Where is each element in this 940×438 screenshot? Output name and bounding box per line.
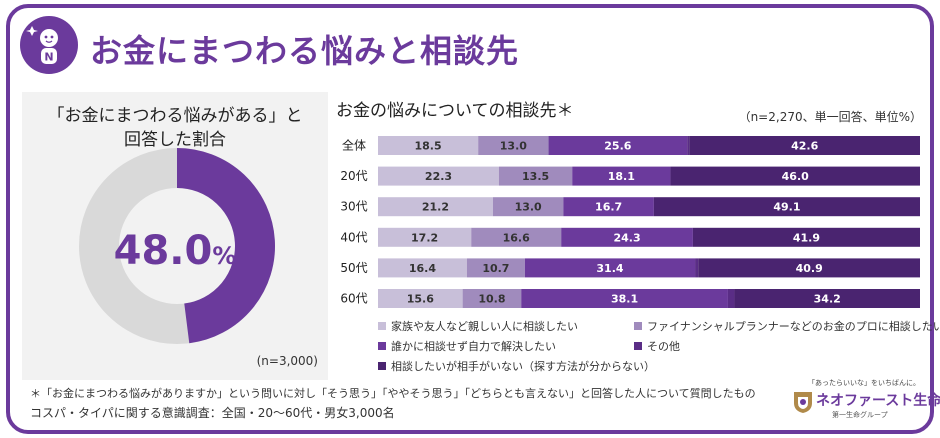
legend-item-family: 家族や友人など親しい人に相談したい xyxy=(378,318,578,334)
donut-slice-value xyxy=(176,148,275,344)
data-label: 18.5 xyxy=(415,140,442,153)
donut-value-number: 48.0 xyxy=(113,228,213,274)
data-label: 13.0 xyxy=(500,140,527,153)
bar-segment xyxy=(378,289,463,308)
data-label: 41.9 xyxy=(793,231,820,244)
bar-segment xyxy=(572,166,671,186)
legend-label: 相談したいが相手がいない（探す方法が分からない） xyxy=(391,360,655,373)
bar-segment xyxy=(653,197,920,217)
data-label: 34.2 xyxy=(814,293,841,306)
bar-segment xyxy=(695,258,699,278)
data-label: 40.9 xyxy=(796,262,823,275)
brand-tagline: 「あったらいいな」をいちばんに。 xyxy=(808,379,920,387)
legend-label: 家族や友人など親しい人に相談したい xyxy=(391,320,578,333)
mascot-icon: N xyxy=(26,26,58,64)
legend-label: 誰かに相談せず自力で解決したい xyxy=(391,340,556,353)
logo-letter: N xyxy=(44,51,53,64)
bar-segment xyxy=(670,166,920,186)
donut-chart xyxy=(79,148,275,344)
footnote: ＊「お金にまつわる悩みがありますか」という問いに対し「そう思う」「ややそう思う」… xyxy=(30,387,756,400)
donut-value-unit: % xyxy=(212,242,237,270)
bar-segment xyxy=(478,136,549,155)
bar-segment xyxy=(378,197,493,217)
legend-item-other: その他 xyxy=(634,338,680,354)
survey-source: コスパ・タイパに関する意識調査：全国・20～60代・男女3,000名 xyxy=(30,406,395,420)
category-label: 60代 xyxy=(340,292,367,306)
bar-segment xyxy=(698,258,920,278)
left-panel: 「お金にまつわる悩みがある」と 回答した割合 48.0% (n=3,000) xyxy=(22,92,328,380)
legend-label: その他 xyxy=(647,340,680,353)
bar-segment xyxy=(687,136,690,155)
bar-segment xyxy=(466,258,525,278)
bar-segment xyxy=(471,227,562,247)
bar-segment xyxy=(378,166,499,186)
bar-segment xyxy=(727,289,735,308)
data-label: 42.6 xyxy=(791,140,818,153)
bar-segment xyxy=(563,197,654,217)
logo-badge: N xyxy=(20,16,78,74)
legend-swatch xyxy=(378,342,386,350)
donut-value: 48.0% xyxy=(22,228,328,274)
legend-item-no-one: 相談したいが相手がいない（探す方法が分からない） xyxy=(378,358,655,374)
bar-segment xyxy=(462,289,522,308)
donut-title-line2: 回答した割合 xyxy=(124,130,226,150)
legend-label: ファイナンシャルプランナーなどのお金のプロに相談したい xyxy=(647,320,940,333)
category-label: 40代 xyxy=(340,230,367,244)
bar-chart-title: お金の悩みについての相談先＊ xyxy=(336,101,574,121)
brand-subtitle: 第一生命グループ xyxy=(832,411,888,419)
data-label: 16.6 xyxy=(503,231,530,244)
data-label: 22.3 xyxy=(425,170,452,183)
donut-title-line1: 「お金にまつわる悩みがある」と xyxy=(47,106,303,126)
bar-segment xyxy=(521,289,728,308)
bar-segment xyxy=(561,227,693,247)
data-label: 17.2 xyxy=(411,231,438,244)
legend-swatch xyxy=(378,322,386,330)
category-label: 50代 xyxy=(340,261,367,275)
stacked-bar-chart: 全体18.513.025.60.442.620代22.313.518.146.0… xyxy=(340,136,920,308)
data-label: 16.7 xyxy=(595,201,622,214)
donut-title: 「お金にまつわる悩みがある」と 回答した割合 xyxy=(22,104,328,152)
data-label: 13.5 xyxy=(522,170,549,183)
data-label: 24.3 xyxy=(613,231,640,244)
data-label: 25.6 xyxy=(604,140,631,153)
data-label: 15.6 xyxy=(407,293,434,306)
lion-crest-icon xyxy=(794,392,812,413)
brand-logo: 「あったらいいな」をいちばんに。 ネオファースト生命 第一生命グループ xyxy=(792,378,940,422)
bar-segment xyxy=(689,136,920,155)
legend-item-self: 誰かに相談せず自力で解決したい xyxy=(378,338,556,354)
data-label: 16.4 xyxy=(409,262,436,275)
bar-segment xyxy=(734,289,920,308)
brand-name: ネオファースト生命 xyxy=(816,393,940,409)
data-label: 31.4 xyxy=(596,262,623,275)
data-label: 49.1 xyxy=(773,201,800,214)
legend-swatch xyxy=(378,362,386,370)
data-label: 10.7 xyxy=(482,262,509,275)
bar-segment xyxy=(498,166,573,186)
bar-segment xyxy=(548,136,688,155)
page-title: お金にまつわる悩みと相談先 xyxy=(90,32,520,70)
category-label: 20代 xyxy=(340,169,367,183)
bar-chart-sample-size: （n=2,270、単一回答、単位%） xyxy=(738,110,922,124)
donut-sample-size: (n=3,000) xyxy=(256,354,318,368)
data-label: 10.8 xyxy=(478,293,505,306)
bar-segment xyxy=(692,227,920,247)
legend-swatch xyxy=(634,322,642,330)
category-label: 全体 xyxy=(342,138,366,153)
legend-item-professional: ファイナンシャルプランナーなどのお金のプロに相談したい xyxy=(634,318,940,334)
data-label: 46.0 xyxy=(782,170,809,183)
bar-segment xyxy=(378,227,472,247)
data-label: 38.1 xyxy=(611,293,638,306)
bar-segment xyxy=(524,258,696,278)
data-label: 21.2 xyxy=(422,201,449,214)
legend-swatch xyxy=(634,342,642,350)
data-label: 13.0 xyxy=(515,201,542,214)
category-label: 30代 xyxy=(340,200,367,214)
bar-segment xyxy=(378,136,479,155)
data-label: 18.1 xyxy=(608,170,635,183)
bar-segment xyxy=(492,197,564,217)
bar-segment xyxy=(378,258,467,278)
